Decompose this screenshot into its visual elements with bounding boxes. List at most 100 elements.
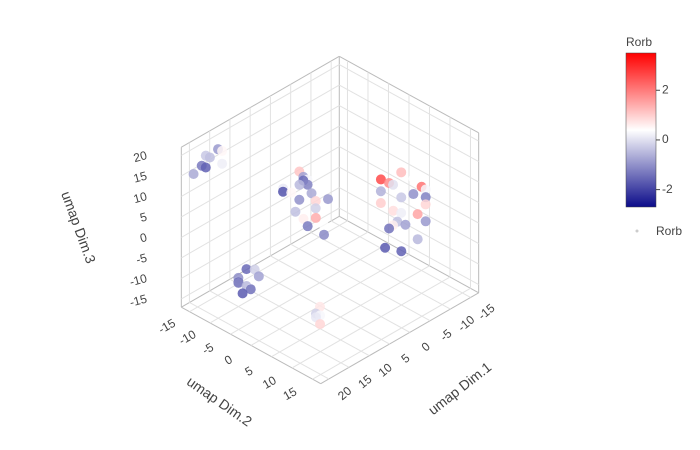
data-point xyxy=(310,196,321,207)
z-tick-label: 15 xyxy=(132,169,149,186)
data-point xyxy=(200,162,211,173)
data-point xyxy=(384,223,395,234)
data-point xyxy=(294,194,305,205)
colorbar-tick-label: -2 xyxy=(662,182,673,196)
y-tick-label: -10 xyxy=(176,327,198,348)
grid-line xyxy=(339,166,479,245)
data-point xyxy=(294,179,305,190)
z-tick-label: 5 xyxy=(138,210,148,225)
data-point xyxy=(420,192,431,203)
data-point xyxy=(253,271,264,282)
z-tick-label: 0 xyxy=(138,230,148,245)
y-tick-label: -15 xyxy=(156,316,178,337)
grid-line xyxy=(339,207,479,286)
data-point xyxy=(188,169,199,180)
data-point xyxy=(318,220,329,231)
data-point xyxy=(286,187,297,198)
grid-line xyxy=(181,64,340,156)
grid-line xyxy=(209,231,369,324)
data-point xyxy=(412,234,423,245)
data-point xyxy=(388,179,399,190)
data-point xyxy=(290,206,301,217)
data-point xyxy=(310,203,321,214)
colorbar-tick-label: 2 xyxy=(662,82,669,96)
x-tick-label: 20 xyxy=(335,383,354,403)
y-tick-label: -5 xyxy=(200,340,217,358)
data-point xyxy=(400,219,411,230)
grid-line xyxy=(339,125,479,204)
x-tick-label: 10 xyxy=(376,360,395,380)
data-point xyxy=(396,192,407,203)
grid-line xyxy=(339,64,479,142)
grid-line xyxy=(271,265,430,358)
data-point xyxy=(302,179,313,190)
x-tick-label: 5 xyxy=(398,351,412,366)
data-point xyxy=(315,319,326,330)
data-point xyxy=(388,205,399,216)
data-point xyxy=(396,246,407,257)
box-edge xyxy=(181,55,340,148)
legend-marker[interactable] xyxy=(635,229,639,233)
z-tick-label: 20 xyxy=(132,148,149,165)
grid-line xyxy=(181,166,340,259)
x-tick-label: 0 xyxy=(419,339,433,354)
data-point xyxy=(323,194,334,205)
z-tick-label: 10 xyxy=(132,189,149,206)
grid-line xyxy=(250,254,410,346)
x-axis-title: umap Dim.1 xyxy=(425,359,494,418)
data-point xyxy=(420,216,431,227)
data-point xyxy=(204,152,215,163)
data-point xyxy=(408,189,419,200)
grid-line xyxy=(312,287,471,380)
data-point xyxy=(306,188,317,199)
data-point xyxy=(396,207,407,218)
y-tick-label: 0 xyxy=(222,352,235,368)
grid-line xyxy=(230,242,389,335)
data-point xyxy=(420,184,431,195)
data-point xyxy=(241,264,252,275)
grid-line xyxy=(181,125,340,218)
legend-label[interactable]: Rorb xyxy=(656,224,682,238)
grid-line xyxy=(339,105,479,183)
x-tick-label: -5 xyxy=(437,326,454,344)
data-point xyxy=(233,277,244,288)
data-point xyxy=(245,284,256,295)
data-point xyxy=(217,145,228,156)
grid-line xyxy=(181,105,340,197)
z-tick-label: -5 xyxy=(135,251,149,267)
data-point xyxy=(278,186,289,197)
data-point xyxy=(375,174,386,185)
colorbar-title: Rorb xyxy=(626,35,652,49)
data-point xyxy=(310,212,321,223)
data-point xyxy=(319,229,330,240)
grid-line xyxy=(339,84,479,163)
data-point xyxy=(380,242,391,253)
x-tick-label: -10 xyxy=(455,312,478,334)
data-point xyxy=(375,198,386,209)
data-point xyxy=(217,158,228,169)
box-edge xyxy=(181,215,340,308)
data-point xyxy=(237,288,248,299)
data-point xyxy=(302,221,313,232)
grid-line xyxy=(291,276,451,369)
data-point xyxy=(396,167,407,178)
y-tick-label: 10 xyxy=(260,373,279,392)
data-point xyxy=(375,186,386,197)
colorbar xyxy=(625,52,657,208)
x-tick-label: -15 xyxy=(475,301,498,323)
colorbar-tick-label: 0 xyxy=(662,132,669,146)
data-point xyxy=(298,213,309,224)
grid-line xyxy=(339,146,479,224)
x-tick-label: 15 xyxy=(355,372,374,392)
data-point xyxy=(408,173,419,184)
y-tick-label: 5 xyxy=(243,363,256,379)
grid-line xyxy=(181,146,340,238)
z-axis-title: umap Dim.3 xyxy=(58,189,99,266)
y-tick-label: 15 xyxy=(281,384,300,403)
grid-line xyxy=(181,207,340,300)
data-point xyxy=(420,199,431,210)
data-point xyxy=(412,209,423,220)
z-tick-label: -10 xyxy=(128,271,149,289)
z-tick-label: -15 xyxy=(128,292,149,310)
